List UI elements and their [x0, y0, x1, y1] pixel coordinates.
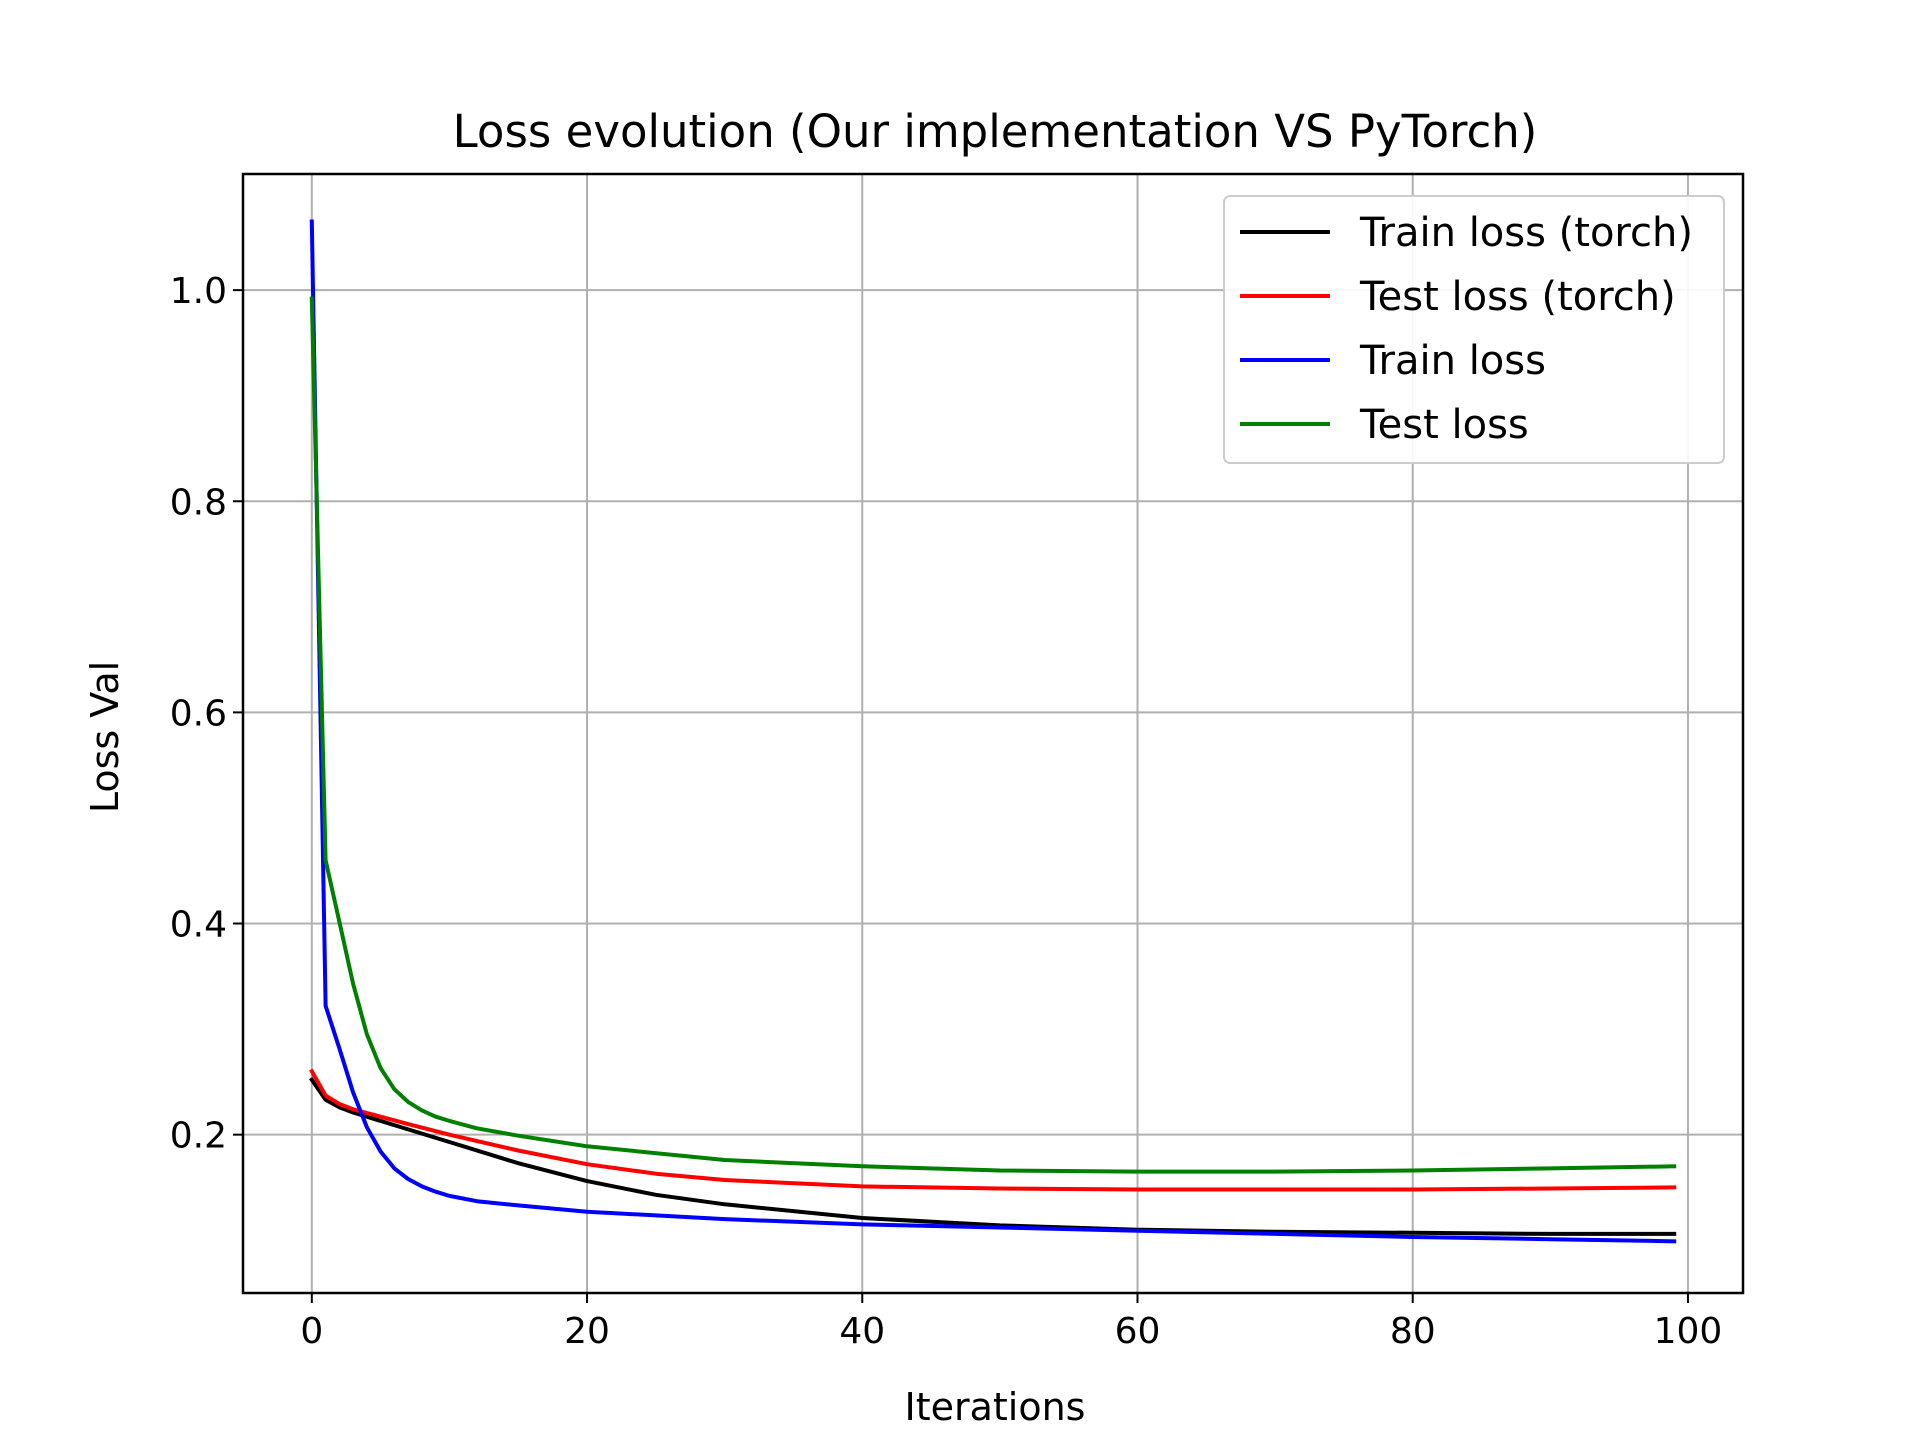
- axis-ticks: 0 20 40 60 80 100 0.2 0.4 0.6 0.8 1.0: [170, 271, 1723, 1352]
- y-tick-label: 1.0: [170, 271, 227, 312]
- x-tick-label: 100: [1654, 1311, 1723, 1352]
- x-tick-label: 0: [300, 1311, 323, 1352]
- x-tick-label: 20: [564, 1311, 610, 1352]
- series-line-2: [309, 219, 1677, 1244]
- series-line-1: [309, 1068, 1677, 1192]
- plot-area-frame: [241, 172, 1745, 1295]
- y-tick-label: 0.4: [170, 905, 227, 946]
- legend-box: [1223, 195, 1725, 464]
- legend: Train loss (torch) Test loss (torch) Train…: [1223, 195, 1725, 464]
- legend-entry-label: Test loss (torch): [1359, 274, 1676, 320]
- y-axis-label: Loss Val: [83, 661, 127, 813]
- series-lines: [309, 219, 1677, 1244]
- series-line-3: [309, 296, 1677, 1174]
- chart-title: Loss evolution (Our implementation VS Py…: [453, 105, 1538, 158]
- y-tick-label: 0.2: [170, 1116, 227, 1157]
- legend-entry-label: Train loss (torch): [1359, 210, 1693, 256]
- legend-entry-label: Train loss: [1359, 338, 1546, 384]
- y-tick-label: 0.6: [170, 693, 227, 734]
- series-line-0: [309, 1077, 1677, 1236]
- y-tick-label: 0.8: [170, 482, 227, 523]
- legend-entry-label: Test loss: [1359, 402, 1529, 448]
- x-tick-label: 80: [1390, 1311, 1436, 1352]
- x-axis-label: Iterations: [905, 1385, 1086, 1429]
- x-tick-label: 60: [1115, 1311, 1161, 1352]
- x-tick-label: 40: [839, 1311, 885, 1352]
